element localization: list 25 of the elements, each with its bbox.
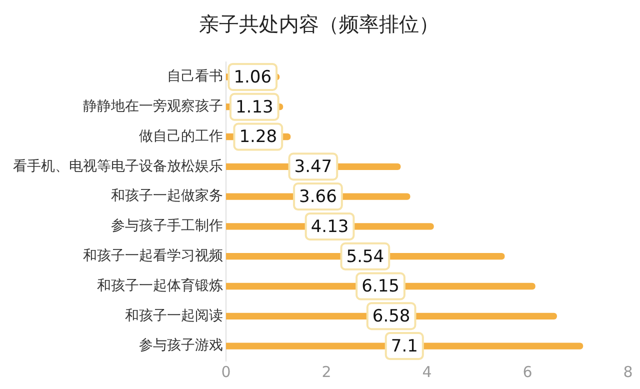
chart-title: 亲子共处内容（频率排位） [199, 12, 439, 36]
data-label: 5.54 [346, 246, 384, 267]
y-tick-label: 和孩子一起阅读 [125, 308, 223, 324]
data-label: 3.47 [294, 157, 332, 178]
x-tick-label: 8 [623, 362, 633, 381]
y-tick-label: 和孩子一起体育锻炼 [97, 276, 223, 294]
data-label: 3.66 [299, 186, 337, 207]
data-label: 4.13 [310, 216, 349, 237]
data-label: 1.13 [235, 97, 274, 118]
y-tick-label: 静静地在一旁观察孩子 [83, 98, 223, 114]
y-tick-label: 参与孩子手工制作 [111, 218, 223, 234]
y-tick-label: 做自己的工作 [139, 128, 223, 144]
data-label: 6.58 [372, 306, 410, 327]
y-tick-label: 参与孩子游戏 [139, 338, 223, 354]
y-tick-label: 看手机、电视等电子设备放松娱乐 [13, 158, 223, 174]
x-tick-label: 4 [422, 362, 432, 381]
x-tick-label: 6 [522, 362, 532, 381]
data-label: 1.28 [239, 127, 278, 148]
data-label: 7.1 [390, 336, 418, 356]
data-label: 6.15 [362, 276, 400, 297]
x-tick-label: 2 [322, 362, 332, 381]
y-tick-label: 和孩子一起看学习视频 [83, 248, 223, 264]
y-tick-label: 自己看书 [167, 68, 223, 85]
y-tick-label: 和孩子一起做家务 [111, 188, 223, 204]
x-tick-label: 0 [221, 362, 231, 381]
